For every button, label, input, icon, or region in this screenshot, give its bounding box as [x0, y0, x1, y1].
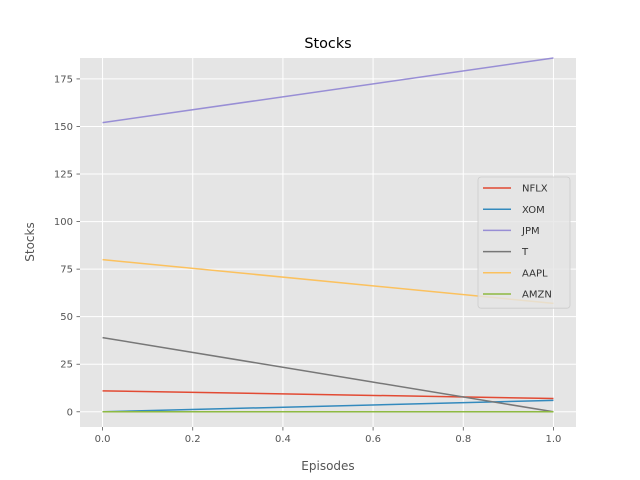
y-tick-label: 150 — [54, 122, 73, 133]
series-line-nflx — [102, 390, 554, 400]
y-tick-label: 75 — [60, 265, 73, 276]
y-tick-label: 25 — [60, 360, 73, 371]
x-axis-label: Episodes — [301, 459, 354, 473]
x-tick-label: 0.2 — [185, 434, 201, 445]
series-lines — [102, 57, 554, 413]
x-tick-label: 0.0 — [95, 434, 111, 445]
legend-box — [477, 176, 571, 309]
y-tick-label: 125 — [54, 170, 73, 181]
series-line-t — [102, 336, 554, 413]
legend-label-xom: XOM — [522, 205, 545, 216]
x-tick-label: 0.4 — [275, 434, 291, 445]
legend-label-aapl: AAPL — [522, 268, 548, 279]
legend-label-t: T — [521, 247, 529, 258]
y-ticks: 0 25 50 75 100 125 150 175 — [54, 74, 80, 418]
chart-title: Stocks — [304, 36, 351, 52]
series-line-xom — [102, 399, 554, 413]
legend-label-nflx: NFLX — [522, 184, 548, 195]
legend-label-jpm: JPM — [521, 226, 540, 237]
legend: NFLX XOM JPM T AAPL AMZN — [477, 176, 571, 309]
series-line-jpm — [102, 57, 554, 124]
x-tick-label: 0.8 — [455, 434, 471, 445]
x-ticks: 0.0 0.2 0.4 0.6 0.8 1.0 — [95, 427, 562, 445]
x-tick-label: 0.6 — [365, 434, 381, 445]
y-tick-label: 0 — [67, 407, 73, 418]
y-tick-label: 100 — [54, 217, 73, 228]
legend-label-amzn: AMZN — [522, 290, 552, 301]
x-tick-label: 1.0 — [546, 434, 562, 445]
y-axis-label: Stocks — [23, 222, 37, 261]
y-tick-label: 50 — [60, 312, 73, 323]
y-tick-label: 175 — [54, 74, 73, 85]
